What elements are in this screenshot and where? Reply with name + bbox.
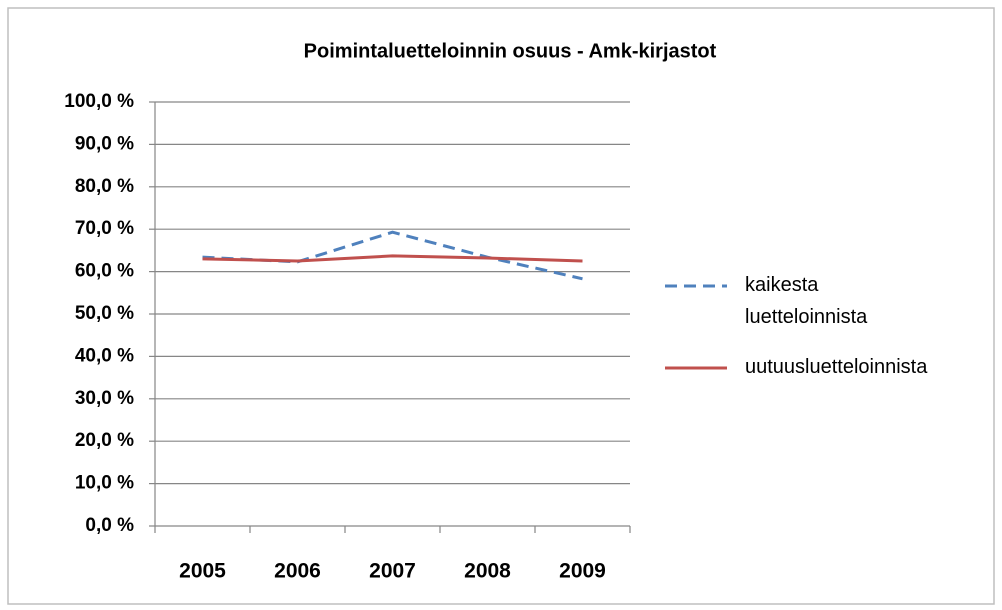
chart-title: Poimintaluetteloinnin osuus - Amk-kirjas… [304, 40, 717, 62]
y-tick-label: 10,0 % [75, 473, 134, 494]
y-tick-label: 0,0 % [85, 515, 134, 536]
x-tick-label: 2008 [464, 560, 511, 583]
legend-label: kaikesta luetteloinnista [745, 274, 868, 328]
line-series [202, 254, 583, 263]
y-tick-label: 20,0 % [75, 430, 134, 451]
y-tick-label: 100,0 % [64, 91, 134, 112]
y-tick-label: 60,0 % [75, 261, 134, 282]
y-tick-label: 80,0 % [75, 176, 134, 197]
y-tick-label: 50,0 % [75, 303, 134, 324]
y-tick-label: 40,0 % [75, 345, 134, 366]
y-tick-label: 90,0 % [75, 133, 134, 154]
chart-border [7, 7, 995, 605]
x-tick-label: 2009 [559, 560, 606, 583]
x-tick-label: 2006 [274, 560, 321, 583]
legend-label: uutuusluetteloinnista [745, 356, 928, 378]
y-tick-label: 70,0 % [75, 218, 134, 239]
y-tick-label: 30,0 % [75, 388, 134, 409]
x-tick-label: 2007 [369, 560, 416, 583]
x-tick-label: 2005 [179, 560, 226, 583]
